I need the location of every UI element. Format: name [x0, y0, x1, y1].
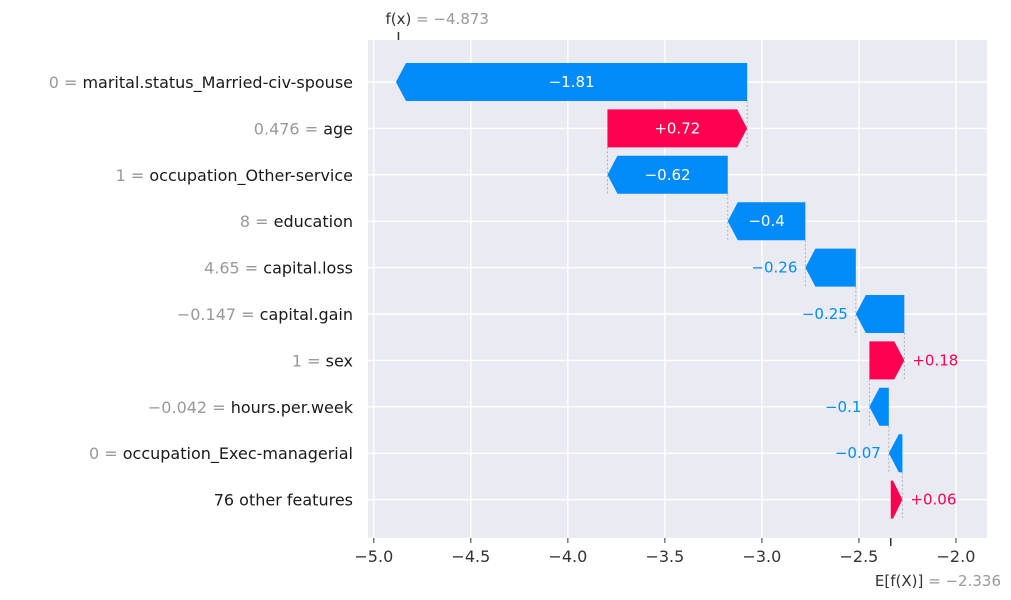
feature-name: capital.gain — [260, 305, 353, 324]
x-tick-label: −4.0 — [548, 547, 587, 566]
feature-label: 0.476 = age — [254, 119, 353, 138]
feature-label: −0.042 = hours.per.week — [148, 398, 354, 417]
fx-annotation: f(x) = −4.873 — [385, 10, 489, 28]
feature-label: 0 = marital.status_Married-civ-spouse — [49, 73, 353, 93]
feature-name: occupation_Other-service — [149, 166, 353, 186]
feature-name: hours.per.week — [231, 398, 354, 417]
waterfall-bar — [607, 109, 748, 148]
fx-label: f(x) — [385, 10, 411, 28]
feature-value: 8 = — [240, 212, 274, 231]
ex-value: = −2.336 — [923, 572, 1001, 590]
bar-value-label: −1.81 — [549, 73, 595, 91]
feature-labels: 0 = marital.status_Married-civ-spouse 0.4… — [49, 73, 354, 510]
feature-label: 1 = occupation_Other-service — [116, 166, 353, 186]
feature-value: 1 = — [292, 351, 326, 370]
feature-name: sex — [326, 351, 353, 370]
x-tick-label: −2.0 — [937, 547, 976, 566]
waterfall-bar — [869, 387, 889, 426]
waterfall-bar — [888, 434, 903, 473]
feature-label: 4.65 = capital.loss — [204, 259, 353, 278]
bar-value-label: −0.07 — [835, 444, 881, 462]
feature-value: −0.042 = — [148, 398, 231, 417]
feature-value: 1 = — [116, 166, 150, 185]
fx-value: = −4.873 — [411, 10, 489, 28]
waterfall-bar — [395, 63, 748, 101]
feature-value: 0 = — [49, 73, 83, 92]
feature-value: 0 = — [89, 444, 123, 463]
x-tick-label: −2.5 — [840, 547, 879, 566]
feature-name: 76 other features — [214, 491, 353, 510]
x-axis: −5.0 −4.5 −4.0 −3.5 −3.0 −2.5 −2.0 — [354, 538, 975, 566]
x-tick-label: −5.0 — [354, 547, 393, 566]
feature-label: −0.147 = capital.gain — [177, 305, 353, 324]
feature-label: 1 = sex — [292, 351, 353, 370]
waterfall-bar — [805, 248, 856, 287]
feature-name: occupation_Exec-managerial — [123, 444, 353, 464]
feature-label: 76 other features — [214, 491, 353, 510]
feature-label: 0 = occupation_Exec-managerial — [89, 444, 353, 464]
bar-value-label: −0.26 — [751, 259, 797, 277]
feature-name: age — [323, 119, 353, 138]
bar-value-label: +0.72 — [654, 119, 700, 137]
feature-value: 4.65 = — [204, 259, 263, 278]
bar-value-label: +0.06 — [910, 491, 956, 509]
x-tick-label: −3.0 — [742, 547, 781, 566]
bar-value-label: −0.62 — [645, 166, 691, 184]
feature-label: 8 = education — [240, 212, 353, 231]
bar-value-label: +0.18 — [912, 351, 958, 369]
annotations: f(x) = −4.873 E[f(X)] = −2.336 — [385, 10, 1001, 590]
bar-value-label: −0.25 — [802, 305, 848, 323]
ex-label: E[f(X)] — [875, 572, 923, 590]
bars: −1.81 +0.72 −0.62 −0.4 −0.26 −0.25 +0.18 −0.1 −0… — [395, 63, 958, 519]
waterfall-bar — [727, 202, 806, 241]
x-tick-label: −3.5 — [645, 547, 684, 566]
waterfall-bar — [855, 295, 905, 333]
feature-value: −0.147 = — [177, 305, 260, 324]
x-tick-label: −4.5 — [451, 547, 490, 566]
bar-value-label: −0.1 — [825, 398, 861, 416]
feature-name: marital.status_Married-civ-spouse — [82, 73, 353, 93]
feature-name: capital.loss — [263, 259, 353, 278]
waterfall-bar — [869, 341, 905, 380]
bar-value-label: −0.4 — [748, 212, 784, 230]
feature-value: 0.476 = — [254, 119, 323, 138]
feature-name: education — [274, 212, 353, 231]
waterfall-bar — [890, 480, 903, 519]
waterfall-bar — [607, 155, 728, 194]
ex-annotation: E[f(X)] = −2.336 — [875, 572, 1001, 590]
